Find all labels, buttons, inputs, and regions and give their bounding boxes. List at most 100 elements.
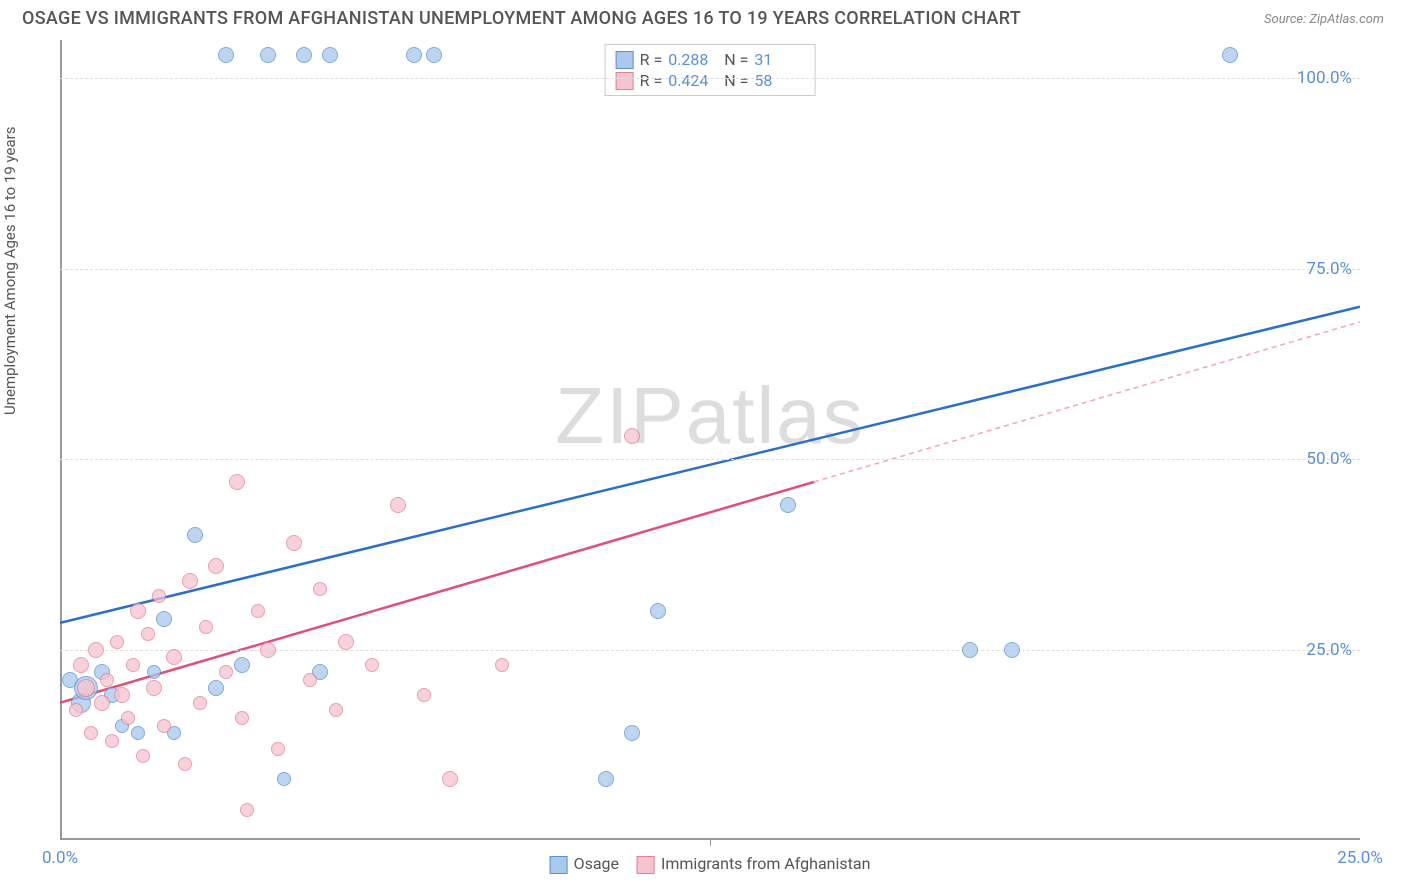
- scatter-point: [131, 726, 145, 740]
- scatter-point: [105, 734, 119, 748]
- scatter-point: [146, 680, 162, 696]
- scatter-point: [406, 47, 422, 63]
- scatter-point: [1004, 642, 1020, 658]
- legend-correlation: R = 0.288 N = 31 R = 0.424 N = 58: [605, 44, 816, 96]
- legend-swatch: [616, 72, 634, 90]
- legend-r-value: 0.288: [668, 50, 718, 69]
- legend-correlation-row: R = 0.288 N = 31: [616, 49, 805, 70]
- y-tick-label: 25.0%: [1306, 640, 1352, 660]
- scatter-point: [157, 719, 171, 733]
- scatter-point: [100, 673, 114, 687]
- scatter-point: [130, 603, 146, 619]
- legend-r-label: R =: [640, 50, 663, 69]
- scatter-point: [277, 772, 291, 786]
- scatter-point: [260, 47, 276, 63]
- scatter-point: [251, 604, 265, 618]
- legend-swatch: [616, 51, 634, 69]
- scatter-point: [624, 725, 640, 741]
- legend-series-item: Immigrants from Afghanistan: [637, 854, 870, 874]
- scatter-point: [338, 634, 354, 650]
- legend-series-label: Osage: [574, 854, 619, 873]
- scatter-point: [193, 696, 207, 710]
- scatter-point: [650, 603, 666, 619]
- legend-swatch: [637, 856, 655, 874]
- scatter-point: [94, 695, 110, 711]
- scatter-point: [199, 620, 213, 634]
- scatter-point: [426, 47, 442, 63]
- y-tick-label: 100.0%: [1297, 68, 1352, 88]
- source-label: Source: ZipAtlas.com: [1264, 12, 1384, 27]
- scatter-point: [495, 658, 509, 672]
- legend-correlation-row: R = 0.424 N = 58: [616, 70, 805, 91]
- scatter-point: [187, 527, 203, 543]
- scatter-point: [208, 680, 224, 696]
- y-tick-label: 50.0%: [1306, 449, 1352, 469]
- scatter-point: [365, 658, 379, 672]
- scatter-point: [141, 627, 155, 641]
- scatter-point: [296, 47, 312, 63]
- scatter-point: [219, 665, 233, 679]
- scatter-point: [1222, 47, 1238, 63]
- x-tick-label: 0.0%: [42, 848, 78, 868]
- scatter-point: [166, 649, 182, 665]
- scatter-point: [156, 611, 172, 627]
- scatter-point: [271, 742, 285, 756]
- legend-series-label: Immigrants from Afghanistan: [661, 854, 870, 873]
- legend-r-label: R =: [640, 71, 663, 90]
- scatter-point: [69, 703, 83, 717]
- scatter-point: [152, 589, 166, 603]
- scatter-point: [178, 757, 192, 771]
- scatter-point: [329, 703, 343, 717]
- scatter-point: [313, 582, 327, 596]
- scatter-point: [240, 803, 254, 817]
- scatter-point: [303, 673, 317, 687]
- scatter-point: [136, 749, 150, 763]
- legend-n-value: 31: [754, 50, 804, 69]
- scatter-point: [84, 726, 98, 740]
- gridline: [60, 650, 1360, 651]
- regression-lines: [60, 40, 1360, 840]
- scatter-point: [73, 657, 89, 673]
- x-tick-label: 25.0%: [1337, 848, 1383, 868]
- scatter-point: [624, 428, 640, 444]
- legend-swatch: [550, 856, 568, 874]
- legend-r-value: 0.424: [668, 71, 718, 90]
- y-axis-label: Unemployment Among Ages 16 to 19 years: [1, 127, 19, 415]
- scatter-point: [218, 47, 234, 63]
- chart-title: OSAGE VS IMMIGRANTS FROM AFGHANISTAN UNE…: [22, 8, 1021, 29]
- scatter-point: [780, 497, 796, 513]
- scatter-point: [598, 771, 614, 787]
- x-tick-mark: [710, 840, 711, 846]
- scatter-point: [260, 642, 276, 658]
- legend-n-label: N =: [724, 50, 748, 69]
- y-tick-label: 75.0%: [1306, 259, 1352, 279]
- scatter-point: [121, 711, 135, 725]
- legend-n-value: 58: [754, 71, 804, 90]
- scatter-point: [114, 687, 130, 703]
- watermark: ZIPatlas: [555, 370, 864, 462]
- plot-area: ZIPatlas R = 0.288 N = 31 R = 0.424 N = …: [60, 40, 1360, 840]
- gridline: [60, 269, 1360, 270]
- y-axis-line: [60, 40, 62, 840]
- scatter-point: [286, 535, 302, 551]
- scatter-point: [182, 573, 198, 589]
- scatter-point: [77, 679, 95, 697]
- legend-series-item: Osage: [550, 854, 619, 874]
- scatter-point: [442, 771, 458, 787]
- scatter-point: [126, 658, 140, 672]
- scatter-point: [322, 47, 338, 63]
- scatter-point: [88, 642, 104, 658]
- scatter-point: [234, 657, 250, 673]
- scatter-point: [390, 497, 406, 513]
- scatter-point: [417, 688, 431, 702]
- scatter-point: [208, 558, 224, 574]
- scatter-point: [110, 635, 124, 649]
- scatter-point: [962, 642, 978, 658]
- gridline: [60, 78, 1360, 79]
- scatter-point: [235, 711, 249, 725]
- legend-n-label: N =: [724, 71, 748, 90]
- legend-series: Osage Immigrants from Afghanistan: [550, 854, 871, 874]
- scatter-point: [147, 665, 161, 679]
- scatter-point: [229, 474, 245, 490]
- gridline: [60, 459, 1360, 460]
